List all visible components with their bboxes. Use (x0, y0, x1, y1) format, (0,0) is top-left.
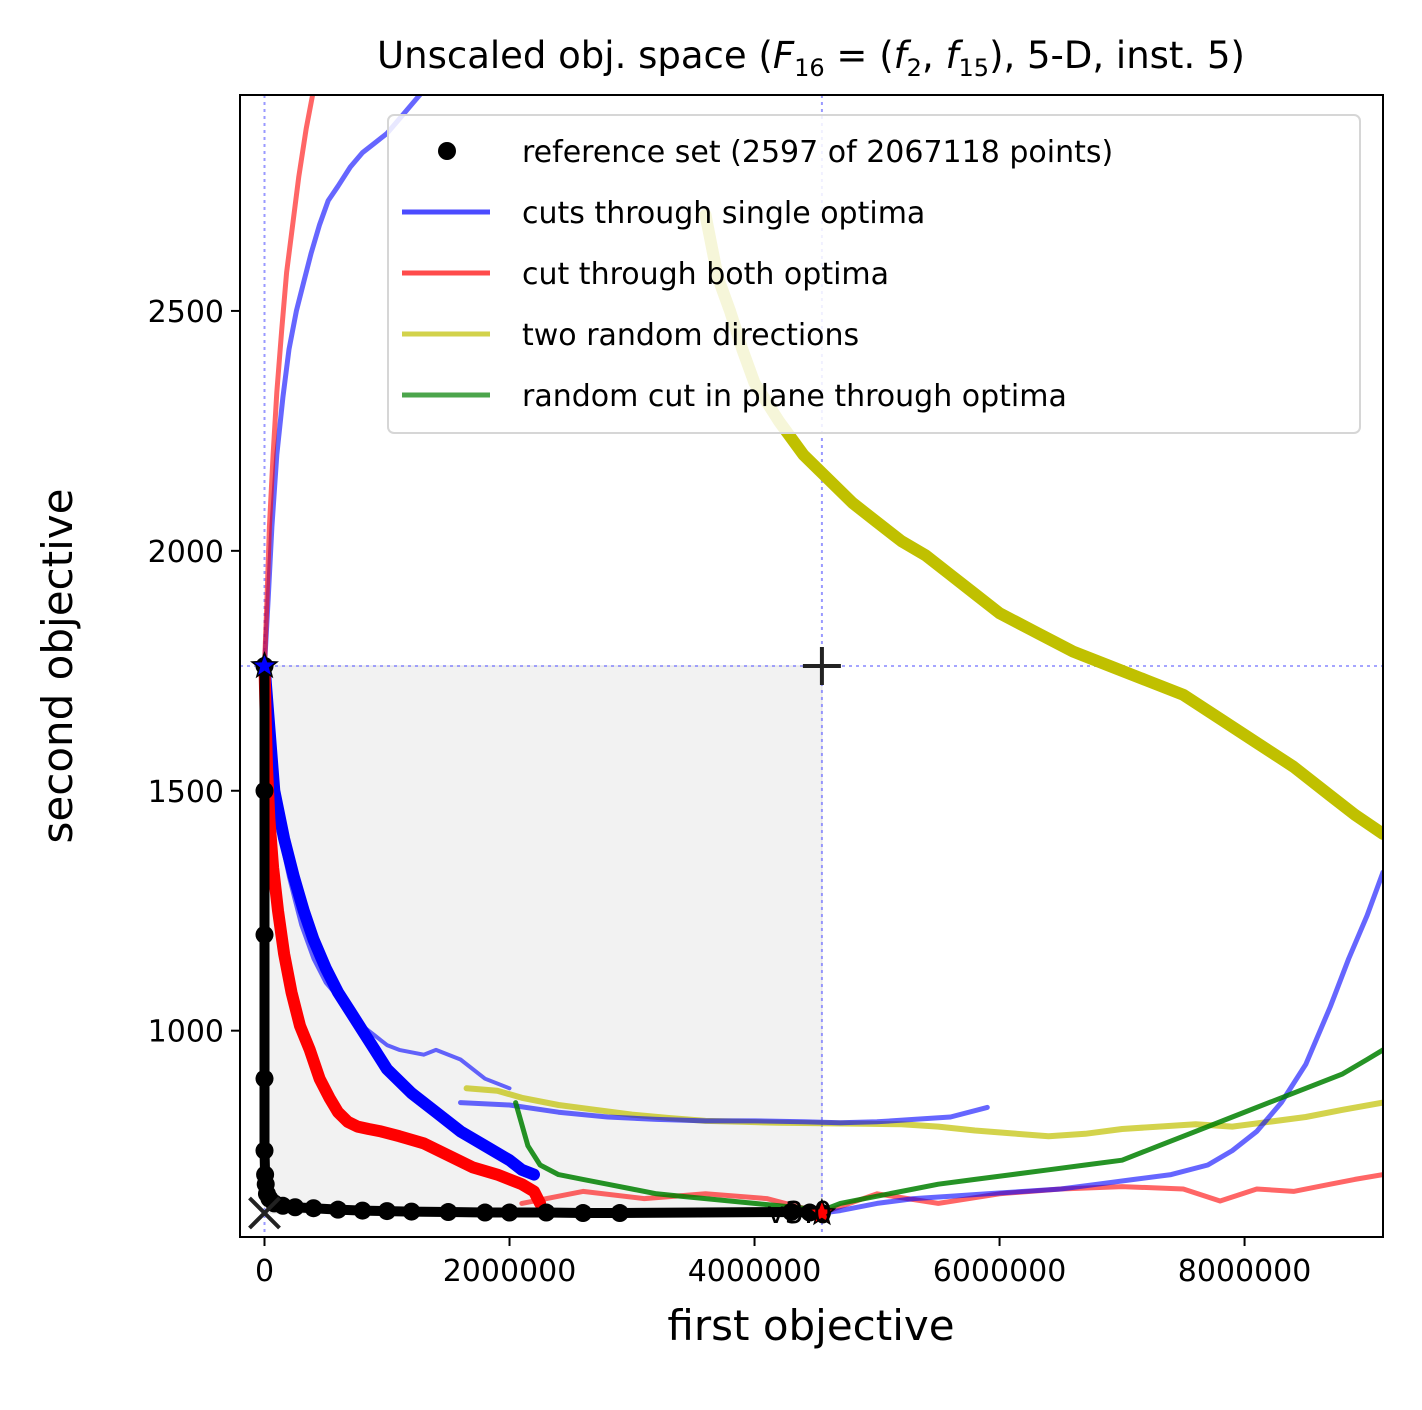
series-plane-cut (513, 1047, 1383, 1214)
series-reference-set (255, 657, 831, 1223)
legend-swatch-reference-set (438, 142, 456, 160)
legend-label: two random directions (522, 318, 859, 353)
nadir-point-marker (802, 647, 841, 685)
legend-label: random cut in plane through optima (522, 379, 1067, 414)
chart-title: Unscaled obj. space (F16 = (f2, f15), 5-… (377, 34, 1245, 82)
series-single-optima-left-down-inner (258, 660, 540, 1181)
x-tick-label: 2000000 (443, 1254, 577, 1289)
marker-layer (248, 647, 841, 1230)
series-single-optima-right (819, 869, 1383, 1216)
y-tick-label: 1000 (148, 1015, 224, 1050)
y-axis: 1000 1500 2000 2500 (148, 295, 240, 1050)
legend-label: cuts through single optima (522, 196, 925, 231)
series-single-optima-mid (458, 1100, 990, 1126)
x-tick-label: 6000000 (933, 1254, 1067, 1289)
x-axis: 0 2000000 4000000 6000000 8000000 (255, 1237, 1311, 1289)
y-tick-label: 2500 (148, 295, 224, 330)
y-tick-label: 2000 (148, 535, 224, 570)
legend-box (387, 114, 1361, 434)
x-tick-label: 0 (255, 1254, 274, 1289)
series-both-optima (258, 660, 547, 1210)
x-axis-label: first objective (667, 1301, 954, 1350)
optimum-1-star (250, 650, 279, 679)
legend-label: reference set (2597 of 2067118 points) (522, 135, 1113, 170)
x-tick-label: 4000000 (688, 1254, 822, 1289)
reference-set-line (259, 666, 823, 1218)
ideal-point-marker (248, 1196, 281, 1230)
series-random-directions-lower (463, 1085, 1383, 1140)
optimum-2-star (807, 1197, 837, 1226)
dominated-region (264, 665, 823, 1214)
y-tick-label: 1500 (148, 775, 224, 810)
legend: reference set (2597 of 2067118 points) cu… (387, 114, 1361, 434)
legend-label: cut through both optima (522, 257, 889, 292)
series-both-optima-upper (262, 95, 316, 669)
x-tick-label: 8000000 (1178, 1254, 1312, 1289)
plot-frame (239, 94, 1384, 1238)
version-annotation: v3.0 (767, 1196, 832, 1231)
y-axis-label: second objective (33, 489, 82, 844)
